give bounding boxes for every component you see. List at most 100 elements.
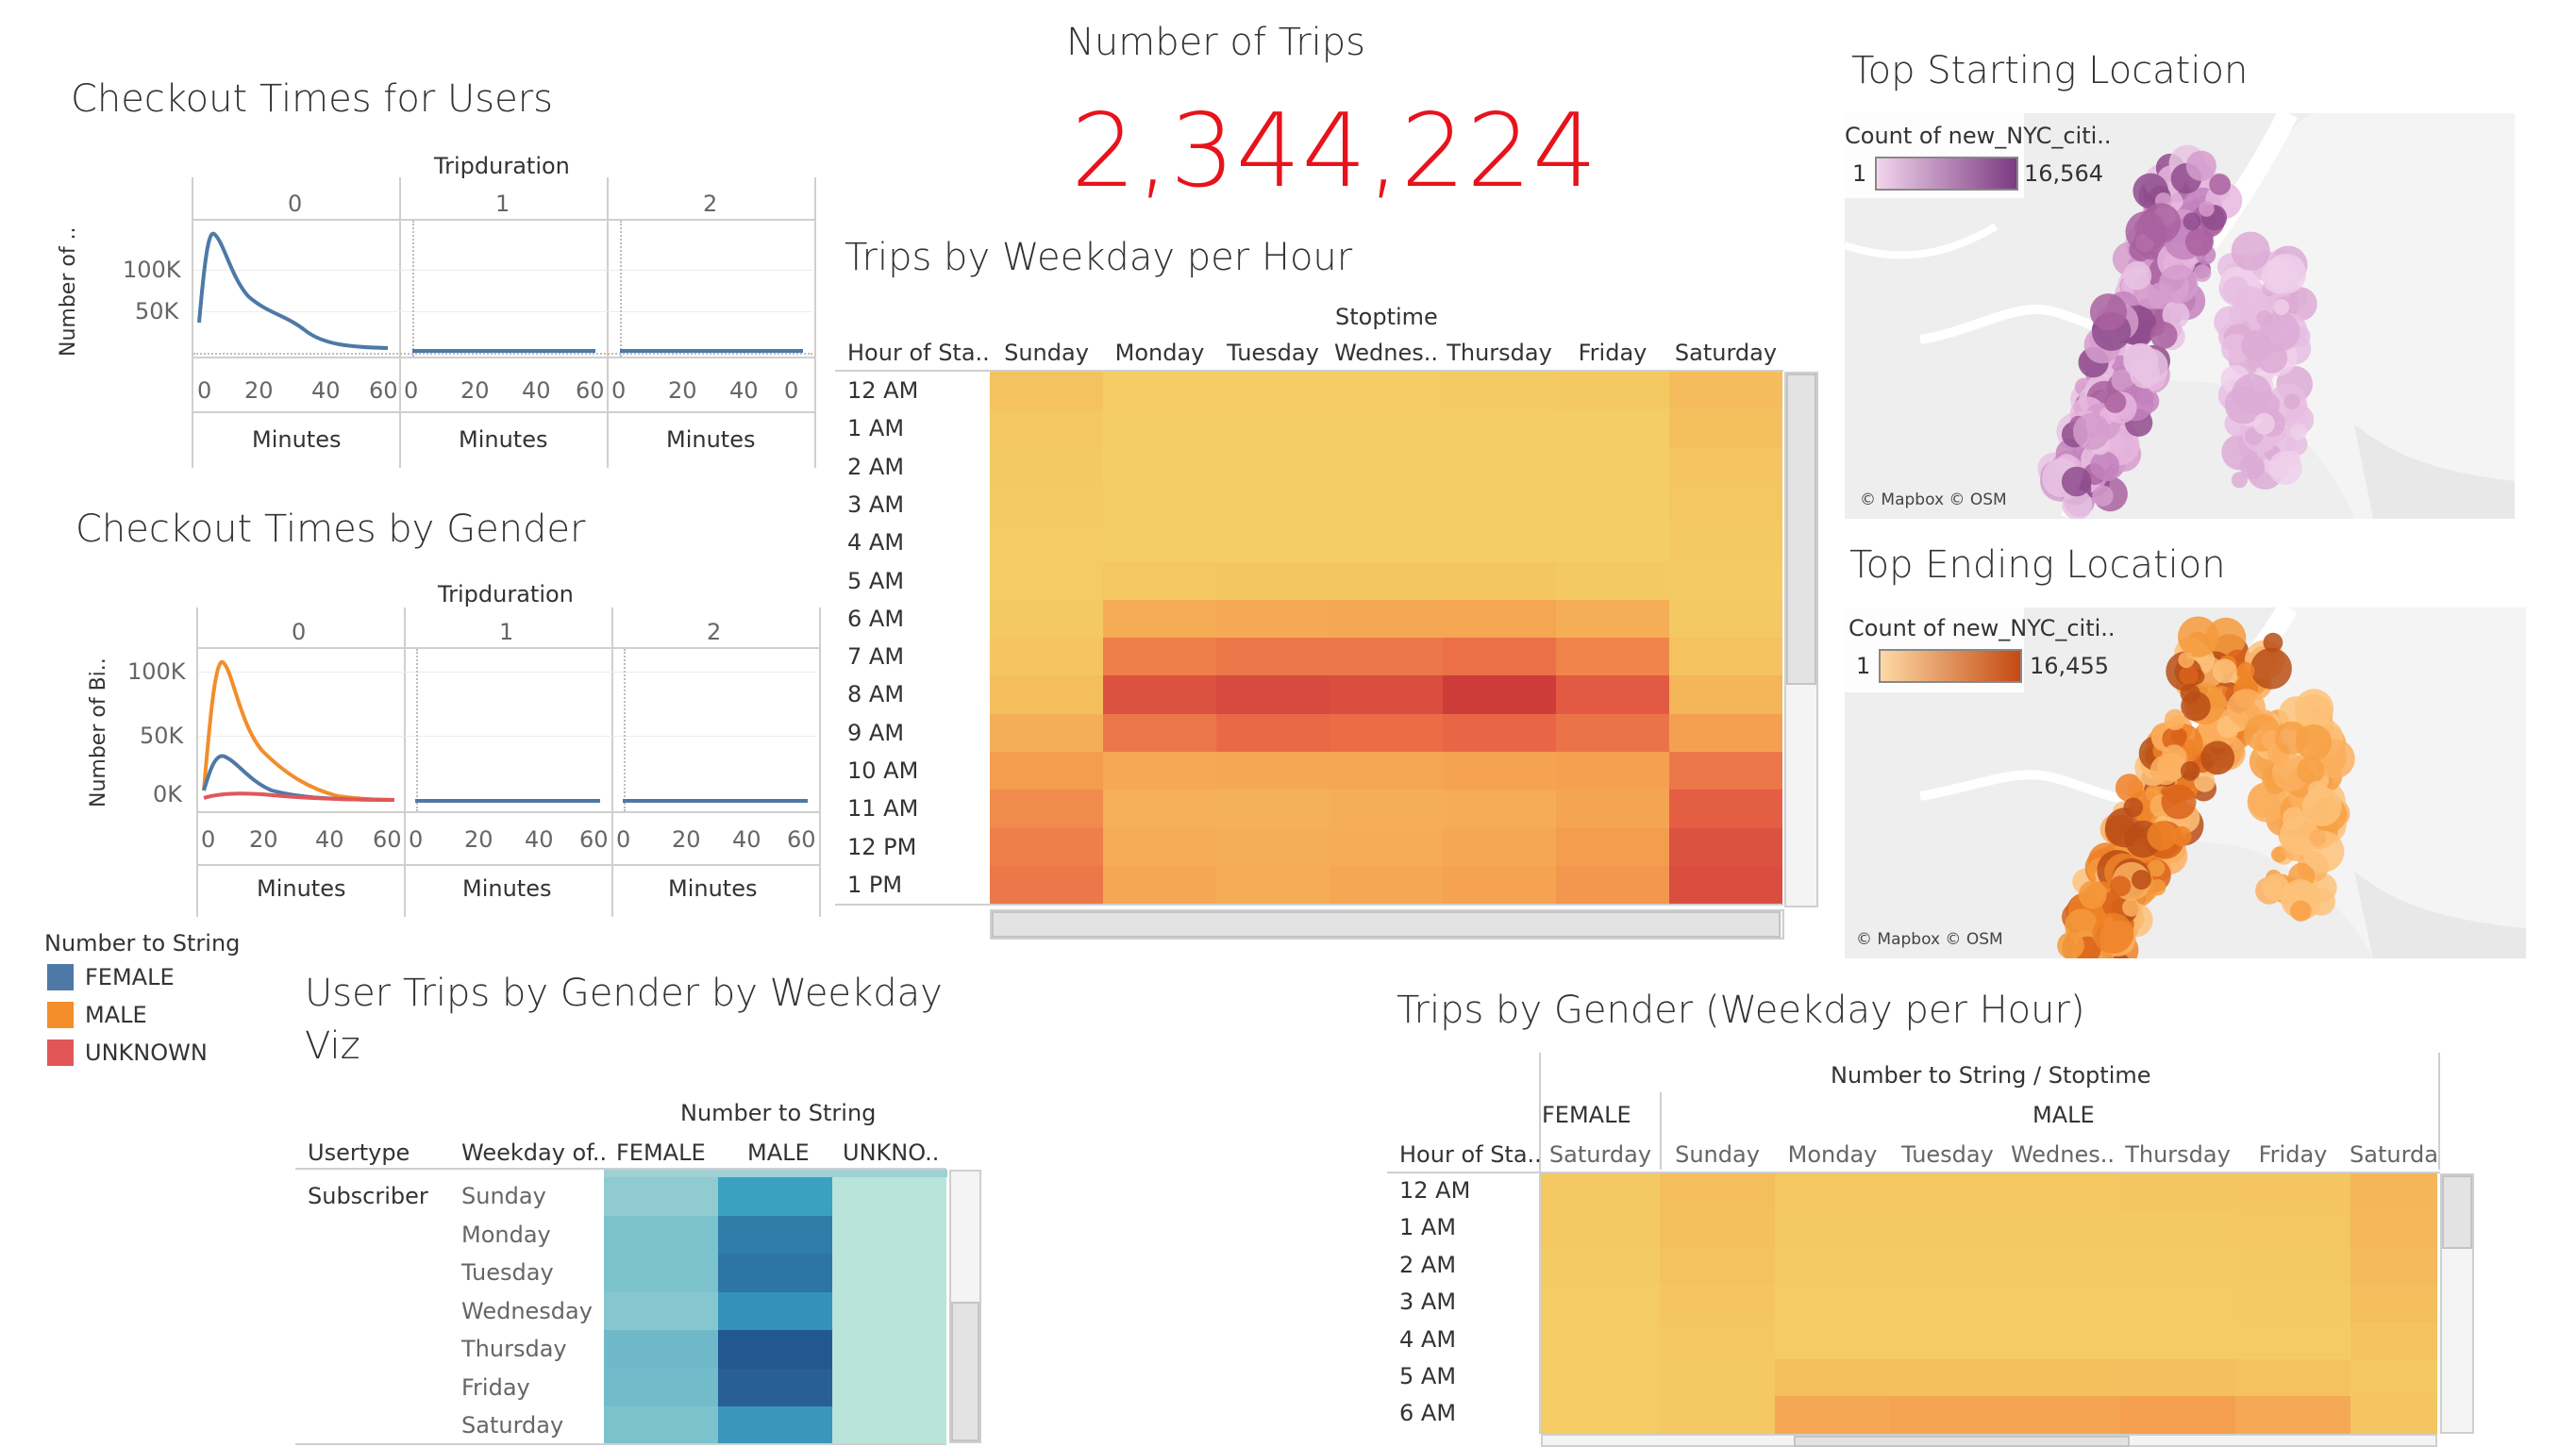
- heat-cell[interactable]: [1103, 561, 1216, 601]
- top-end-map[interactable]: Count of new_NYC_citi.. 1 16,455 © Mapbo…: [1845, 607, 2526, 958]
- heat-cell[interactable]: [990, 524, 1103, 563]
- heat-cell[interactable]: [1216, 372, 1330, 410]
- heat-cell[interactable]: [1775, 1396, 1890, 1435]
- table-cell[interactable]: [718, 1215, 832, 1255]
- heat-cell[interactable]: [1669, 561, 1782, 601]
- table-cell[interactable]: [832, 1215, 946, 1255]
- heat-cell[interactable]: [1890, 1359, 2005, 1397]
- heat-cell[interactable]: [1443, 675, 1556, 715]
- legend-swatch-unknown[interactable]: [47, 1040, 74, 1066]
- heat-cell[interactable]: [1556, 752, 1669, 790]
- heat-cell[interactable]: [1556, 524, 1669, 563]
- heat-cell[interactable]: [1443, 599, 1556, 639]
- heat-cell[interactable]: [1103, 827, 1216, 867]
- heat-cell[interactable]: [1669, 485, 1782, 524]
- heat-cell[interactable]: [1216, 752, 1330, 790]
- heat-cell[interactable]: [1443, 524, 1556, 563]
- heat-cell[interactable]: [1443, 790, 1556, 829]
- heat-cell[interactable]: [1669, 524, 1782, 563]
- heat-cell[interactable]: [1669, 827, 1782, 867]
- table-cell[interactable]: [832, 1254, 946, 1292]
- heat-cell[interactable]: [1556, 447, 1669, 487]
- heat-cell[interactable]: [1103, 599, 1216, 639]
- heat-cell[interactable]: [2120, 1322, 2235, 1360]
- table-cell[interactable]: [718, 1177, 832, 1216]
- heat-cell[interactable]: [1890, 1247, 2005, 1286]
- vertical-scrollbar[interactable]: [2440, 1173, 2474, 1434]
- heat-cell[interactable]: [1669, 675, 1782, 715]
- heat-cell[interactable]: [990, 638, 1103, 677]
- heat-cell[interactable]: [1541, 1396, 1660, 1435]
- heat-cell[interactable]: [2005, 1210, 2120, 1249]
- heat-cell[interactable]: [1541, 1285, 1660, 1323]
- heat-cell[interactable]: [2235, 1322, 2350, 1360]
- heat-cell[interactable]: [1669, 409, 1782, 449]
- heat-cell[interactable]: [1216, 865, 1330, 905]
- heat-cell[interactable]: [2235, 1396, 2350, 1435]
- table-cell[interactable]: [604, 1406, 718, 1445]
- heat-cell[interactable]: [2350, 1173, 2437, 1211]
- horizontal-scroll-thumb[interactable]: [992, 911, 1781, 938]
- heat-cell[interactable]: [2120, 1285, 2235, 1323]
- heat-cell[interactable]: [1330, 752, 1443, 790]
- heat-cell[interactable]: [2005, 1173, 2120, 1211]
- heat-cell[interactable]: [1103, 447, 1216, 487]
- heat-cell[interactable]: [1443, 561, 1556, 601]
- heat-cell[interactable]: [1216, 561, 1330, 601]
- heat-cell[interactable]: [990, 713, 1103, 753]
- heat-cell[interactable]: [2350, 1359, 2437, 1397]
- heat-cell[interactable]: [2235, 1173, 2350, 1211]
- heat-cell[interactable]: [1541, 1210, 1660, 1249]
- heat-cell[interactable]: [2120, 1210, 2235, 1249]
- heat-cell[interactable]: [990, 827, 1103, 867]
- heat-cell[interactable]: [1330, 865, 1443, 905]
- heat-cell[interactable]: [990, 790, 1103, 829]
- heat-cell[interactable]: [1775, 1322, 1890, 1360]
- heat-cell[interactable]: [1556, 409, 1669, 449]
- table-cell[interactable]: [604, 1215, 718, 1255]
- heat-cell[interactable]: [2235, 1285, 2350, 1323]
- heat-cell[interactable]: [1443, 447, 1556, 487]
- table-cell[interactable]: [832, 1330, 946, 1369]
- heat-cell[interactable]: [1103, 713, 1216, 753]
- heat-cell[interactable]: [1556, 561, 1669, 601]
- vertical-scroll-thumb[interactable]: [951, 1302, 979, 1441]
- heat-cell[interactable]: [1216, 638, 1330, 677]
- heat-cell[interactable]: [1330, 599, 1443, 639]
- heat-cell[interactable]: [1660, 1322, 1775, 1360]
- heat-cell[interactable]: [1330, 447, 1443, 487]
- heat-cell[interactable]: [2005, 1396, 2120, 1435]
- heat-cell[interactable]: [990, 752, 1103, 790]
- table-cell[interactable]: [718, 1330, 832, 1369]
- heat-cell[interactable]: [1103, 372, 1216, 410]
- heat-cell[interactable]: [1669, 865, 1782, 905]
- heat-cell[interactable]: [1330, 675, 1443, 715]
- heat-cell[interactable]: [1775, 1247, 1890, 1286]
- table-cell[interactable]: [718, 1254, 832, 1292]
- heat-cell[interactable]: [1556, 827, 1669, 867]
- table-cell[interactable]: [832, 1291, 946, 1331]
- heat-cell[interactable]: [1103, 485, 1216, 524]
- horizontal-scrollbar[interactable]: [1541, 1434, 2437, 1447]
- table-cell[interactable]: [832, 1177, 946, 1216]
- legend-swatch-male[interactable]: [47, 1002, 74, 1028]
- heat-cell[interactable]: [1216, 524, 1330, 563]
- heat-cell[interactable]: [1890, 1173, 2005, 1211]
- heat-cell[interactable]: [1669, 447, 1782, 487]
- heat-cell[interactable]: [2120, 1173, 2235, 1211]
- heat-cell[interactable]: [1660, 1285, 1775, 1323]
- heat-cell[interactable]: [2235, 1359, 2350, 1397]
- heat-cell[interactable]: [2235, 1210, 2350, 1249]
- legend-swatch-female[interactable]: [47, 964, 74, 990]
- heat-cell[interactable]: [1775, 1359, 1890, 1397]
- heat-cell[interactable]: [1330, 713, 1443, 753]
- heat-cell[interactable]: [990, 372, 1103, 410]
- heat-cell[interactable]: [1103, 865, 1216, 905]
- table-cell[interactable]: [718, 1291, 832, 1331]
- heat-cell[interactable]: [1103, 790, 1216, 829]
- heat-cell[interactable]: [2350, 1247, 2437, 1286]
- heat-cell[interactable]: [1330, 561, 1443, 601]
- table-cell[interactable]: [604, 1177, 718, 1216]
- heat-cell[interactable]: [1330, 524, 1443, 563]
- end-attribution[interactable]: © Mapbox © OSM: [1856, 930, 2003, 949]
